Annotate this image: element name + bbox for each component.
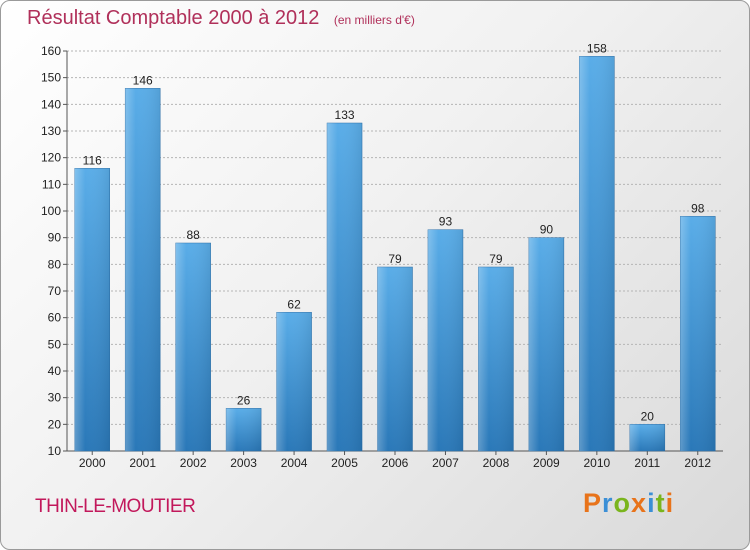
y-tick-label: 30 (48, 391, 62, 405)
x-tick-label: 2008 (483, 456, 510, 470)
logo-letter: i (647, 488, 656, 518)
bar-value-label: 79 (489, 252, 503, 266)
x-tick-label: 2009 (533, 456, 560, 470)
x-tick-label: 2002 (180, 456, 207, 470)
x-tick-label: 2000 (79, 456, 106, 470)
y-tick-label: 20 (48, 417, 62, 431)
bar-shading (629, 424, 665, 451)
bar-shading (74, 168, 110, 452)
y-tick-label: 70 (48, 284, 62, 298)
y-tick-label: 100 (41, 204, 61, 218)
x-tick-label: 2003 (230, 456, 257, 470)
y-tick-label: 10 (48, 444, 62, 458)
x-tick-label: 2006 (382, 456, 409, 470)
bar-shading (327, 123, 363, 451)
y-tick-label: 150 (41, 71, 61, 85)
bar-shading (680, 216, 716, 451)
logo-letter: t (655, 488, 666, 518)
logo-letter: x (631, 488, 648, 518)
bar-value-label: 20 (641, 409, 655, 423)
x-tick-label: 2012 (684, 456, 711, 470)
x-tick-label: 2005 (331, 456, 358, 470)
bar-shading (125, 88, 161, 451)
bar-value-label: 79 (388, 252, 402, 266)
bar-value-label: 93 (439, 215, 453, 229)
x-tick-label: 2011 (634, 456, 660, 470)
logo-letter: P (583, 488, 603, 518)
bar-value-label: 26 (237, 393, 251, 407)
bar-value-label: 88 (186, 228, 200, 242)
chart-subtitle: (en milliers d'€) (333, 13, 415, 27)
logo-letter: r (602, 488, 614, 518)
y-tick-label: 130 (41, 124, 61, 138)
bar-value-label: 98 (691, 201, 705, 215)
logo-letter: o (613, 488, 632, 518)
bar-shading (226, 408, 262, 451)
y-tick-label: 110 (42, 177, 61, 191)
title-row: Résultat Comptable 2000 à 2012 (en milli… (27, 7, 415, 30)
bar-value-label: 158 (587, 41, 607, 55)
bar-value-label: 146 (133, 73, 153, 87)
y-tick-label: 140 (41, 97, 61, 111)
y-tick-label: 160 (41, 44, 61, 58)
bar-value-label: 62 (287, 297, 301, 311)
bar-value-label: 116 (83, 153, 102, 167)
bar-shading (276, 312, 312, 451)
bar-shading (478, 267, 514, 451)
x-tick-label: 2001 (129, 456, 156, 470)
bar-value-label: 90 (540, 223, 554, 237)
bar-shading (579, 56, 615, 451)
y-tick-label: 50 (48, 337, 62, 351)
y-tick-label: 60 (48, 311, 62, 325)
y-tick-label: 120 (41, 151, 61, 165)
bar-shading (427, 229, 463, 451)
chart-title: Résultat Comptable 2000 à 2012 (27, 7, 320, 29)
commune-name: THIN-LE-MOUTIER (35, 496, 196, 517)
bar-shading (528, 237, 564, 451)
logo-letter: i (665, 488, 675, 518)
y-tick-label: 80 (48, 257, 62, 271)
y-tick-label: 40 (48, 364, 62, 378)
x-tick-label: 2007 (432, 456, 459, 470)
bar-value-label: 133 (335, 108, 355, 122)
bar-shading (175, 243, 211, 451)
bar-shading (377, 267, 413, 451)
y-tick-label: 90 (48, 231, 62, 245)
proxiti-logo: Proxiti (583, 488, 674, 519)
x-tick-label: 2004 (281, 456, 308, 470)
x-tick-label: 2010 (583, 456, 610, 470)
